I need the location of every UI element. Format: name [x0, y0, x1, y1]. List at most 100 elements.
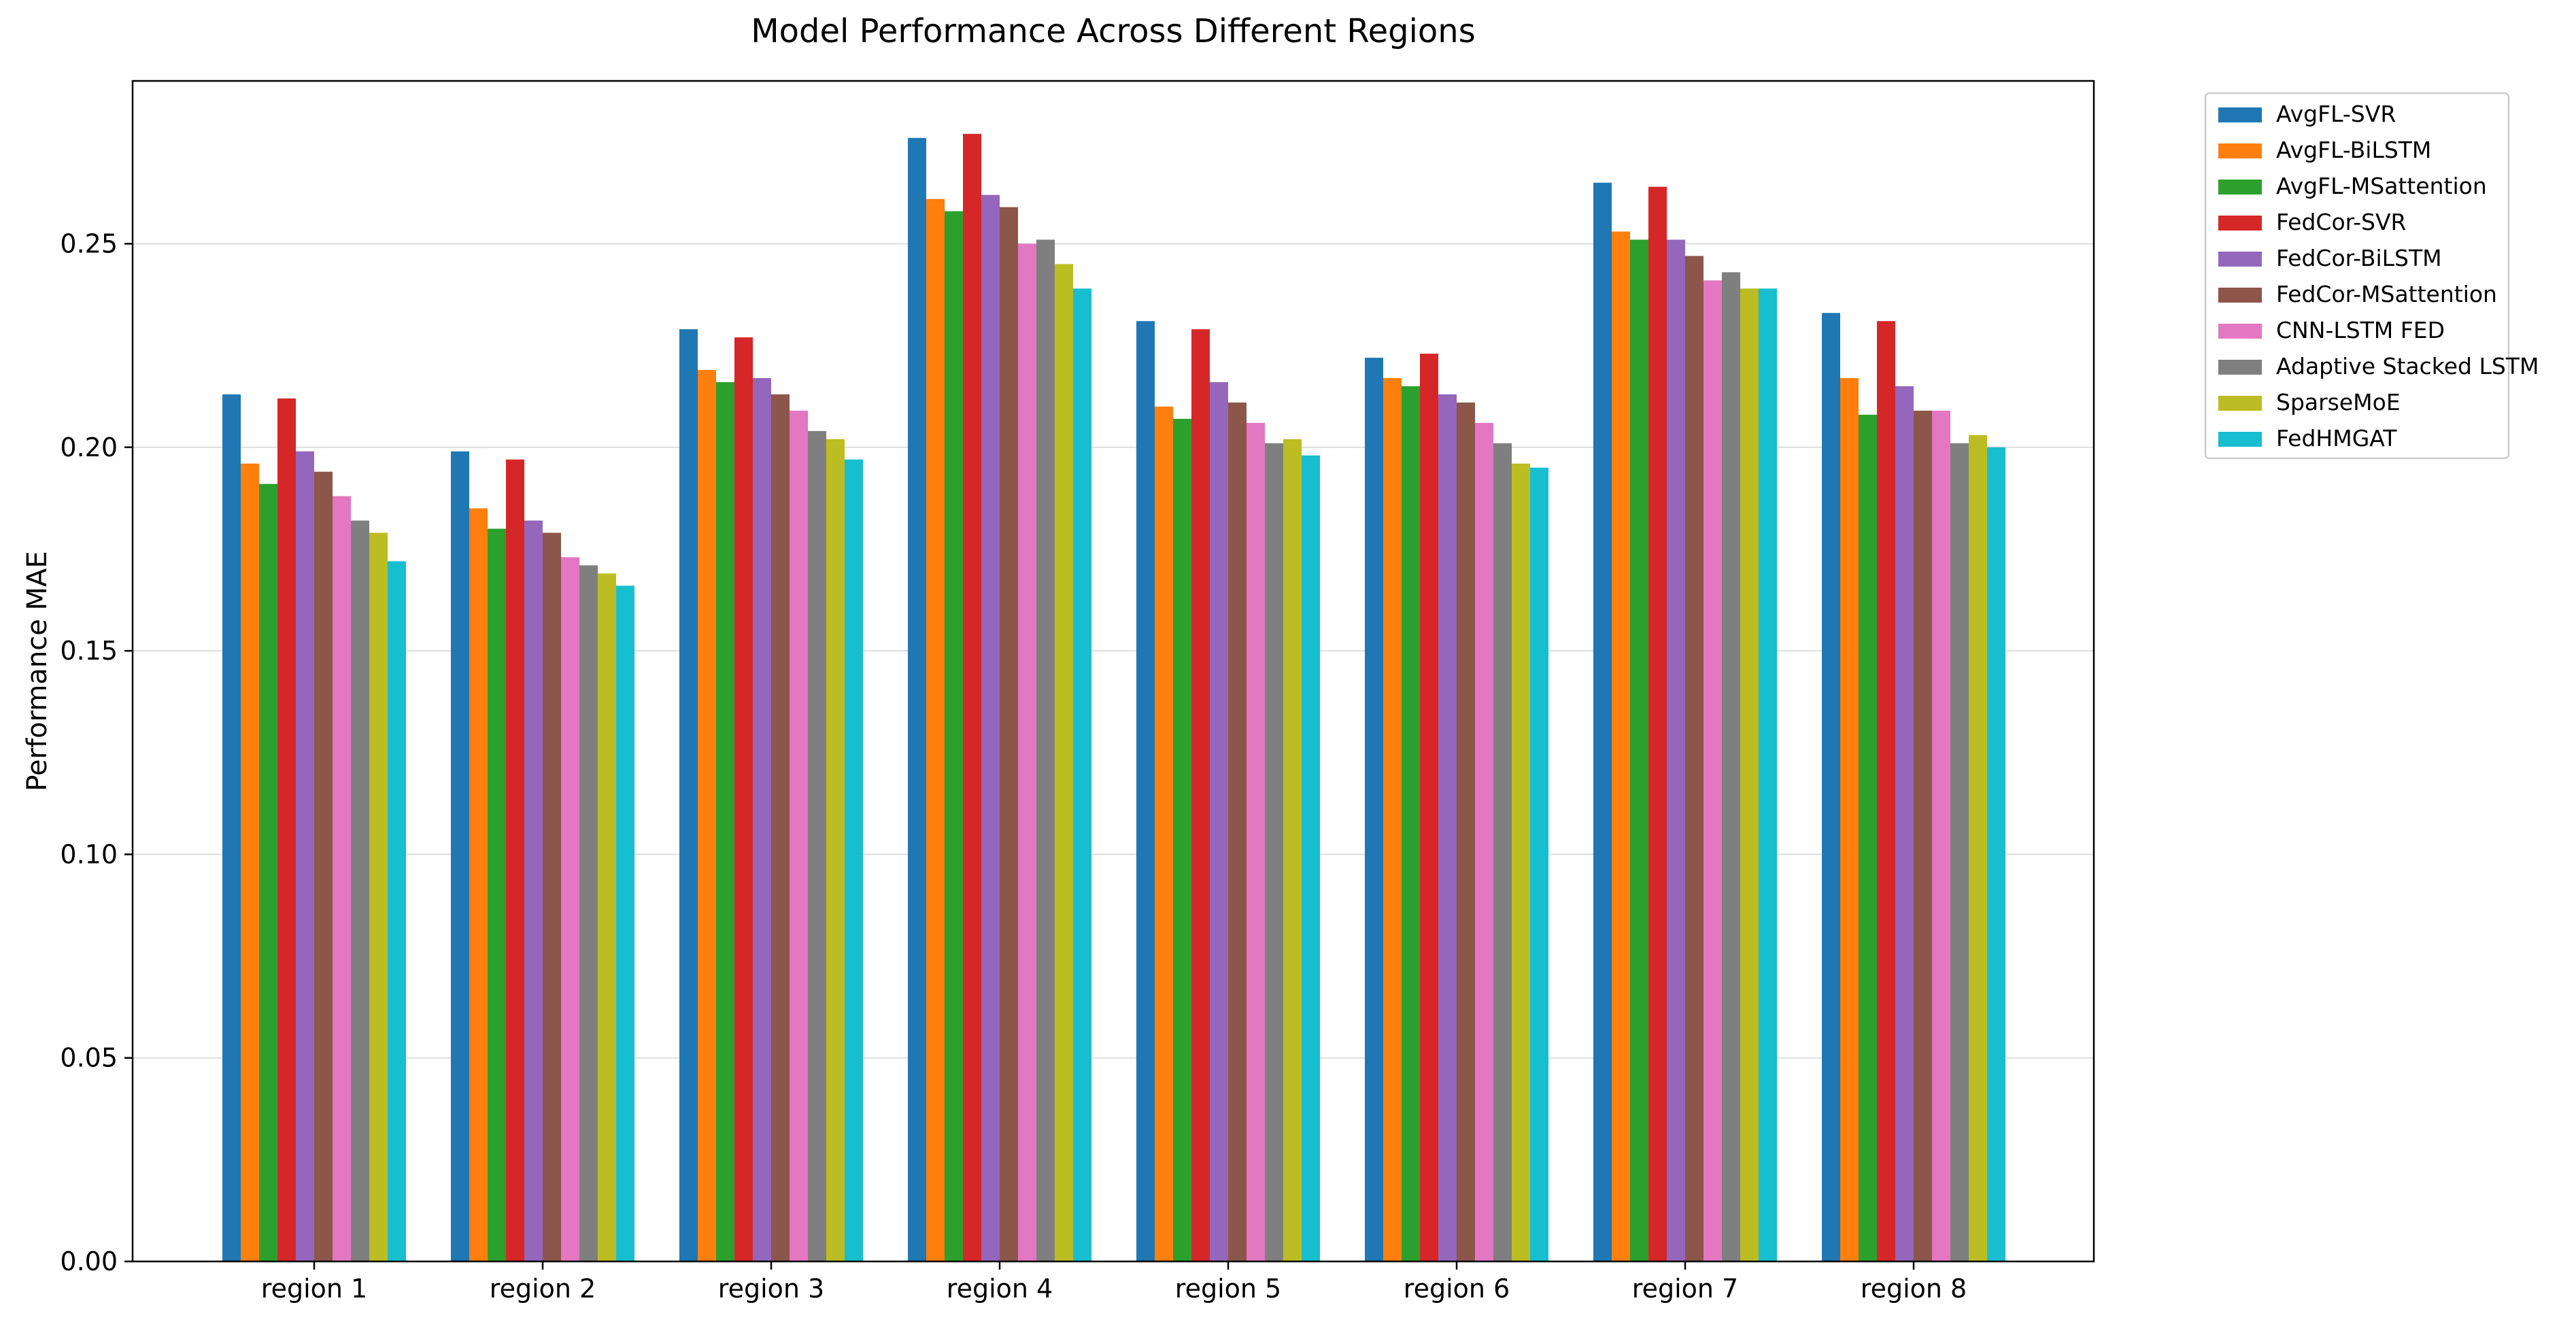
bar: [1420, 354, 1438, 1261]
x-axis: region 1 region 2 region 3 region 4 region 5…: [261, 1261, 1967, 1304]
bar: [1036, 239, 1055, 1262]
bar: [1493, 443, 1512, 1261]
bar: [1055, 264, 1073, 1262]
bar: [1210, 381, 1228, 1262]
bar: [1704, 280, 1722, 1262]
chart-title: Model Performance Across Different Regio…: [751, 12, 1475, 50]
gridlines: [133, 243, 2094, 1059]
y-tick-label: 0.15: [60, 636, 118, 666]
legend-label: FedHMGAT: [2276, 425, 2397, 452]
bar: [1593, 182, 1612, 1262]
bar: [1895, 386, 1914, 1261]
y-tick-label: 0.10: [60, 839, 118, 869]
y-axis: 0.00 0.05 0.10 0.15 0.20 0.25: [60, 228, 133, 1276]
bar: [1000, 207, 1018, 1262]
legend-swatch: [2218, 360, 2262, 375]
legend-label: AvgFL-SVR: [2276, 101, 2396, 127]
bar: [753, 377, 771, 1261]
bar: [679, 329, 698, 1261]
bar: [1302, 455, 1320, 1262]
bar: [598, 573, 616, 1261]
bar: [1457, 402, 1475, 1261]
bar: [1630, 239, 1648, 1262]
x-tick-label: region 3: [718, 1274, 824, 1304]
legend-swatch: [2218, 143, 2262, 158]
legend: AvgFL-SVR AvgFL-BiLSTM AvgFL-MSattention Fe…: [2204, 92, 2539, 460]
bar: [296, 451, 314, 1261]
legend-swatch: [2218, 252, 2262, 267]
bar: [524, 520, 543, 1262]
legend-label: AvgFL-BiLSTM: [2276, 137, 2431, 163]
bar: [1759, 288, 1777, 1262]
bars: [222, 133, 2005, 1262]
legend-label: Adaptive Stacked LSTM: [2276, 353, 2539, 379]
bar: [451, 451, 469, 1261]
plot-frame: [131, 80, 2095, 1263]
bar: [981, 194, 1000, 1262]
bar: [1740, 288, 1759, 1262]
bar: [469, 508, 488, 1261]
legend-swatch: [2218, 216, 2262, 231]
bar: [488, 528, 506, 1261]
bar: [1722, 272, 1740, 1262]
bar: [1191, 329, 1210, 1261]
legend-label: CNN-LSTM FED: [2276, 317, 2445, 343]
y-tick-label: 0.20: [60, 432, 118, 462]
bar: [808, 430, 826, 1262]
bar: [1073, 288, 1091, 1262]
legend-swatch: [2218, 324, 2262, 339]
bar: [1932, 410, 1950, 1261]
bar: [1512, 463, 1530, 1262]
bar: [1173, 418, 1191, 1261]
bar: [1648, 186, 1667, 1262]
bar: [1475, 422, 1493, 1262]
bar: [1247, 422, 1265, 1262]
bar: [369, 532, 388, 1261]
legend-swatch: [2218, 432, 2262, 447]
bar: [222, 394, 241, 1261]
bar: [616, 585, 634, 1261]
bar: [1228, 402, 1247, 1261]
bar: [790, 410, 808, 1261]
bar: [259, 483, 277, 1261]
bar: [1859, 414, 1877, 1262]
x-tick-label: region 7: [1632, 1274, 1738, 1304]
legend-label: AvgFL-MSattention: [2276, 173, 2487, 199]
bar: [1402, 386, 1420, 1261]
bar: [314, 471, 333, 1262]
bar: [1969, 435, 1987, 1261]
bar: [1018, 243, 1036, 1262]
bar: [1914, 410, 1932, 1261]
bar: [1877, 321, 1895, 1261]
bar: [1530, 467, 1548, 1261]
legend-swatch: [2218, 288, 2262, 303]
bar: [543, 532, 561, 1261]
y-tick-label: 0.25: [60, 228, 118, 258]
legend-swatch: [2218, 180, 2262, 194]
bar: [845, 459, 863, 1261]
x-tick-label: region 4: [947, 1274, 1053, 1304]
bar: [388, 561, 406, 1261]
bar: [1667, 239, 1685, 1262]
x-tick-label: region 5: [1175, 1274, 1281, 1304]
y-tick-label: 0.00: [60, 1246, 118, 1276]
legend-swatch: [2218, 396, 2262, 411]
bar: [771, 394, 790, 1261]
bar: [1987, 447, 2005, 1262]
bar: [716, 381, 734, 1262]
bar: [734, 337, 753, 1261]
legend-label: SparseMoE: [2276, 389, 2401, 415]
bar: [826, 439, 845, 1262]
bar: [579, 565, 598, 1261]
y-axis-label: Performance MAE: [22, 551, 53, 791]
bar: [333, 496, 351, 1262]
legend-label: FedCor-BiLSTM: [2276, 245, 2442, 271]
bar: [241, 463, 259, 1262]
legend-label: FedCor-SVR: [2276, 209, 2406, 235]
bar: [926, 199, 945, 1262]
bar: [1612, 231, 1630, 1262]
bar: [1822, 313, 1840, 1261]
bar: [963, 133, 981, 1262]
x-tick-label: region 2: [490, 1274, 596, 1304]
